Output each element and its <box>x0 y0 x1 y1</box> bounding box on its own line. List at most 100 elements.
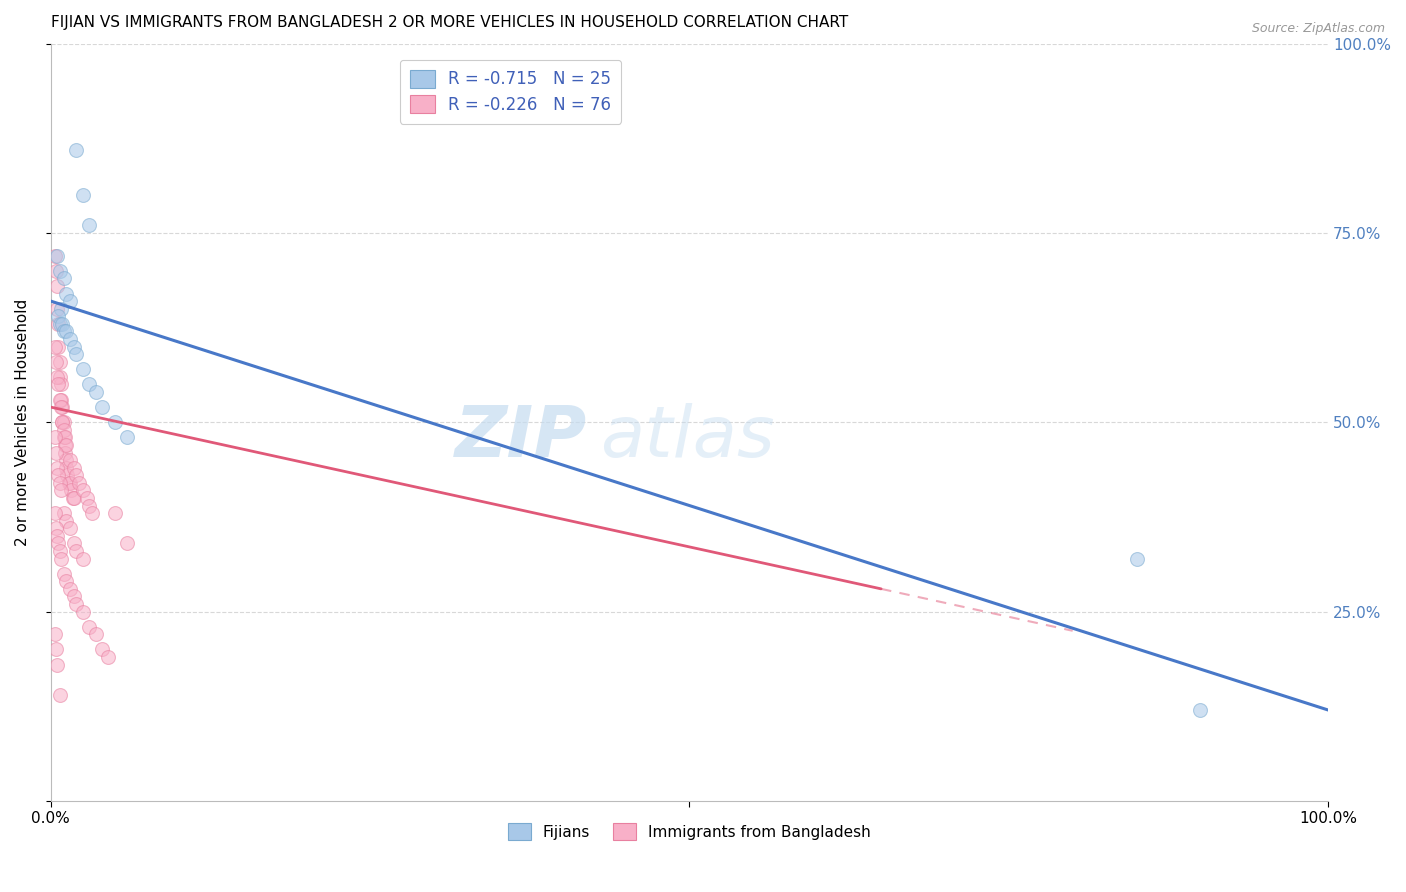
Point <box>49 392 72 407</box>
Point <box>59 475 82 490</box>
Point <box>59 294 82 309</box>
Point <box>72 483 94 498</box>
Point <box>59 453 82 467</box>
Point <box>63 536 86 550</box>
Point <box>46 657 69 672</box>
Point <box>48 310 70 324</box>
Point <box>51 317 73 331</box>
Point <box>51 415 73 429</box>
Point <box>65 544 87 558</box>
Point <box>67 475 90 490</box>
Point <box>44 506 66 520</box>
Point <box>77 219 100 233</box>
Point <box>60 483 83 498</box>
Point <box>59 332 82 346</box>
Point <box>63 491 86 505</box>
Point <box>55 286 77 301</box>
Point <box>58 475 80 490</box>
Point <box>63 590 86 604</box>
Point <box>72 362 94 376</box>
Point <box>52 325 75 339</box>
Point <box>44 430 66 444</box>
Legend: Fijians, Immigrants from Bangladesh: Fijians, Immigrants from Bangladesh <box>502 817 877 847</box>
Point <box>44 249 66 263</box>
Point <box>46 369 69 384</box>
Point <box>53 438 76 452</box>
Point <box>65 468 87 483</box>
Text: ZIP: ZIP <box>456 403 588 472</box>
Text: FIJIAN VS IMMIGRANTS FROM BANGLADESH 2 OR MORE VEHICLES IN HOUSEHOLD CORRELATION: FIJIAN VS IMMIGRANTS FROM BANGLADESH 2 O… <box>51 15 848 30</box>
Point <box>1189 703 1212 717</box>
Point <box>46 279 69 293</box>
Point <box>55 438 77 452</box>
Point <box>117 430 139 444</box>
Point <box>52 415 75 429</box>
Point <box>55 453 77 467</box>
Point <box>62 491 84 505</box>
Point <box>97 650 120 665</box>
Point <box>49 317 72 331</box>
Point <box>51 400 73 414</box>
Point <box>1125 551 1147 566</box>
Point <box>77 499 100 513</box>
Point <box>104 415 127 429</box>
Point <box>63 340 86 354</box>
Point <box>48 317 70 331</box>
Point <box>48 340 70 354</box>
Point <box>45 264 67 278</box>
Point <box>72 188 94 202</box>
Point <box>48 468 70 483</box>
Point <box>49 688 72 702</box>
Point <box>84 384 107 399</box>
Y-axis label: 2 or more Vehicles in Household: 2 or more Vehicles in Household <box>15 299 30 546</box>
Point <box>46 529 69 543</box>
Point <box>51 415 73 429</box>
Point <box>65 143 87 157</box>
Point <box>55 325 77 339</box>
Point <box>48 377 70 392</box>
Point <box>46 301 69 316</box>
Point <box>55 514 77 528</box>
Point <box>52 430 75 444</box>
Point <box>45 642 67 657</box>
Point <box>55 574 77 589</box>
Point <box>53 430 76 444</box>
Point <box>44 627 66 641</box>
Text: Source: ZipAtlas.com: Source: ZipAtlas.com <box>1251 22 1385 36</box>
Point <box>49 301 72 316</box>
Point <box>49 392 72 407</box>
Point <box>49 551 72 566</box>
Point <box>45 445 67 459</box>
Point <box>49 544 72 558</box>
Point <box>49 354 72 368</box>
Point <box>63 460 86 475</box>
Point <box>49 264 72 278</box>
Point <box>56 468 79 483</box>
Point <box>52 566 75 581</box>
Point <box>104 506 127 520</box>
Point <box>59 582 82 596</box>
Point <box>49 483 72 498</box>
Point <box>53 445 76 459</box>
Point <box>45 521 67 535</box>
Point <box>44 340 66 354</box>
Point <box>72 551 94 566</box>
Point <box>48 536 70 550</box>
Point <box>52 271 75 285</box>
Point <box>77 620 100 634</box>
Point <box>46 460 69 475</box>
Point <box>80 506 103 520</box>
Point <box>46 249 69 263</box>
Text: atlas: atlas <box>600 403 775 472</box>
Point <box>45 354 67 368</box>
Point <box>49 369 72 384</box>
Point <box>52 506 75 520</box>
Point <box>55 460 77 475</box>
Point <box>117 536 139 550</box>
Point <box>76 491 98 505</box>
Point <box>49 377 72 392</box>
Point <box>52 423 75 437</box>
Point <box>84 627 107 641</box>
Point <box>49 475 72 490</box>
Point <box>65 347 87 361</box>
